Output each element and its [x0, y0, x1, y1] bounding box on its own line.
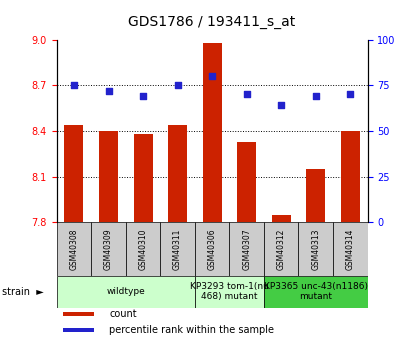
- Point: [243, 92, 250, 97]
- Point: [105, 88, 112, 93]
- Text: GSM40313: GSM40313: [311, 228, 320, 270]
- Bar: [264, 222, 299, 276]
- Bar: [91, 222, 126, 276]
- Text: GSM40306: GSM40306: [207, 228, 217, 270]
- Bar: [99, 131, 118, 222]
- Bar: [57, 276, 195, 308]
- Text: percentile rank within the sample: percentile rank within the sample: [109, 325, 274, 335]
- Text: GSM40312: GSM40312: [277, 228, 286, 269]
- Text: wildtype: wildtype: [106, 287, 145, 296]
- Point: [174, 82, 181, 88]
- Bar: [126, 222, 160, 276]
- Point: [209, 73, 215, 79]
- Bar: [134, 134, 152, 222]
- Bar: [63, 312, 94, 316]
- Text: GSM40307: GSM40307: [242, 228, 251, 270]
- Bar: [272, 215, 291, 222]
- Bar: [237, 141, 256, 222]
- Bar: [202, 43, 222, 222]
- Bar: [65, 125, 84, 222]
- Bar: [229, 222, 264, 276]
- Bar: [333, 222, 368, 276]
- Point: [347, 92, 354, 97]
- Point: [278, 103, 284, 108]
- Point: [140, 93, 147, 99]
- Bar: [264, 276, 368, 308]
- Bar: [299, 222, 333, 276]
- Text: GSM40308: GSM40308: [69, 228, 79, 270]
- Bar: [160, 222, 195, 276]
- Point: [71, 82, 77, 88]
- Text: strain  ►: strain ►: [2, 287, 44, 297]
- Text: GSM40310: GSM40310: [139, 228, 147, 270]
- Bar: [195, 222, 229, 276]
- Bar: [306, 169, 325, 222]
- Bar: [57, 222, 91, 276]
- Text: KP3365 unc-43(n1186)
mutant: KP3365 unc-43(n1186) mutant: [264, 282, 368, 302]
- Point: [312, 93, 319, 99]
- Bar: [195, 276, 264, 308]
- Bar: [168, 125, 187, 222]
- Text: GSM40314: GSM40314: [346, 228, 355, 270]
- Text: KP3293 tom-1(nu
468) mutant: KP3293 tom-1(nu 468) mutant: [190, 282, 269, 302]
- Bar: [63, 328, 94, 332]
- Text: GSM40311: GSM40311: [173, 228, 182, 269]
- Text: GSM40309: GSM40309: [104, 228, 113, 270]
- Text: count: count: [109, 309, 137, 319]
- Text: GDS1786 / 193411_s_at: GDS1786 / 193411_s_at: [129, 15, 296, 29]
- Bar: [341, 131, 360, 222]
